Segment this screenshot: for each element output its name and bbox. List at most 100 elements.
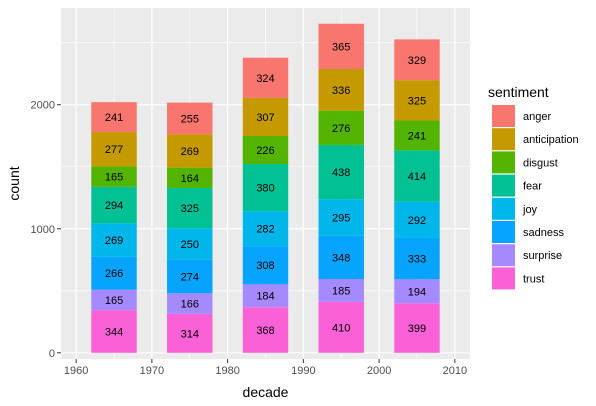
y-axis-title: count	[6, 166, 22, 200]
bar-value-label: 344	[105, 326, 123, 338]
bar-segment-joy	[318, 199, 364, 236]
bar-value-label: 329	[408, 55, 426, 67]
bar-value-label: 295	[332, 213, 350, 225]
bar-value-label: 348	[332, 252, 350, 264]
x-tick-label: 1980	[215, 365, 239, 377]
x-tick-label: 2000	[367, 365, 391, 377]
bar-value-label: 365	[332, 41, 350, 53]
bar-value-label: 266	[105, 268, 123, 280]
legend-item-disgust: disgust	[492, 151, 558, 174]
bar-segment-sadness	[167, 259, 213, 294]
bar-segment-fear	[91, 186, 137, 224]
legend-key-swatch	[492, 174, 515, 197]
legend-item-anger: anger	[492, 105, 551, 127]
x-axis: 1960 1970 1980 1990 2000 2010	[64, 359, 467, 377]
x-tick-label: 2010	[443, 365, 467, 377]
legend-item-trust: trust	[492, 267, 544, 290]
bar-segment-trust	[318, 301, 364, 353]
bar-segment-surprise	[318, 279, 364, 302]
bar-value-label: 380	[256, 183, 274, 195]
legend-key-swatch	[492, 221, 515, 243]
bar-segment-fear	[394, 150, 440, 202]
legend-label: sadness	[523, 227, 564, 239]
bar-segment-anger	[91, 102, 137, 133]
bar-value-label: 438	[332, 167, 350, 179]
legend-title: sentiment	[488, 84, 549, 100]
legend-item-surprise: surprise	[492, 244, 562, 267]
bar-value-labels: 344 165 266 269 294 165 277 241 314 166 274 250 325 1…	[105, 41, 426, 340]
bar-segment-fear	[318, 144, 364, 200]
x-tick-label: 1970	[140, 365, 164, 377]
bar-segment-anger	[394, 39, 440, 81]
bar-segment-anger	[167, 102, 213, 135]
bar-segment-joy	[91, 223, 137, 257]
x-axis-title: decade	[243, 384, 289, 400]
bar-segment-disgust	[242, 135, 289, 165]
bar-value-label: 241	[105, 112, 123, 124]
bar-value-label: 314	[181, 328, 199, 340]
bar-segment-joy	[394, 201, 440, 238]
legend-key-swatch	[492, 244, 515, 267]
bar-value-label: 282	[256, 224, 274, 236]
bar-value-label: 166	[181, 299, 199, 311]
bar-value-label: 241	[408, 130, 426, 142]
x-tick-label: 1960	[64, 365, 88, 377]
bar-value-label: 164	[181, 173, 199, 185]
bar-segment-sadness	[242, 246, 289, 285]
bar-segment-anticipation	[91, 132, 137, 167]
bar-value-label: 325	[181, 203, 199, 215]
bar-value-label: 294	[105, 200, 123, 212]
bar-segment-fear	[167, 187, 213, 229]
legend-label: anger	[523, 111, 551, 123]
bar-value-label: 255	[181, 113, 199, 125]
bar-value-label: 414	[408, 171, 426, 183]
y-tick-label: 2000	[31, 100, 55, 112]
legend-key-swatch	[492, 128, 515, 151]
bar-value-label: 292	[408, 215, 426, 227]
bar-segment-anticipation	[318, 69, 364, 111]
bar-segment-anger	[242, 57, 289, 98]
bar-value-label: 333	[408, 254, 426, 266]
legend-items: anger anticipation disgust fear joy sadness su…	[492, 105, 579, 290]
bar-segment-trust	[242, 307, 289, 353]
bar-value-label: 226	[256, 145, 274, 157]
bar-value-label: 368	[256, 325, 274, 337]
y-tick-label: 1000	[31, 224, 55, 236]
bar-value-label: 250	[181, 239, 199, 251]
legend-label: joy	[522, 204, 538, 216]
legend-label: disgust	[523, 157, 558, 169]
legend: sentiment anger anticipation disgust fear jo…	[488, 84, 579, 290]
bar-segment-trust	[167, 313, 213, 353]
y-axis: 0 1000 2000	[31, 100, 61, 360]
bar-value-label: 165	[105, 295, 123, 307]
bar-value-label: 325	[408, 95, 426, 107]
legend-key-swatch	[492, 105, 515, 127]
bar-segment-anticipation	[167, 134, 213, 168]
legend-item-sadness: sadness	[492, 221, 564, 243]
bar-segment-surprise	[91, 289, 137, 311]
bar-value-label: 336	[332, 85, 350, 97]
bar-value-label: 165	[105, 172, 123, 184]
bar-value-label: 274	[181, 271, 199, 283]
legend-item-anticipation: anticipation	[492, 128, 579, 151]
legend-label: surprise	[523, 250, 562, 262]
bar-value-label: 269	[105, 235, 123, 247]
bar-segment-anticipation	[394, 80, 440, 121]
bar-segment-sadness	[394, 237, 440, 280]
bar-segment-disgust	[91, 166, 137, 187]
bar-segment-anger	[318, 23, 364, 70]
x-tick-label: 1990	[291, 365, 315, 377]
bar-segment-disgust	[167, 167, 213, 188]
legend-item-joy: joy	[492, 197, 538, 220]
bar-value-label: 269	[181, 146, 199, 158]
bar-segment-trust	[91, 310, 137, 353]
legend-item-fear: fear	[492, 174, 542, 197]
bar-value-label: 184	[256, 291, 274, 303]
legend-label: anticipation	[523, 134, 579, 146]
legend-key-swatch	[492, 197, 515, 220]
bar-value-label: 399	[408, 323, 426, 335]
bar-value-label: 410	[332, 322, 350, 334]
bar-segment-surprise	[242, 284, 289, 308]
legend-label: trust	[523, 273, 544, 285]
